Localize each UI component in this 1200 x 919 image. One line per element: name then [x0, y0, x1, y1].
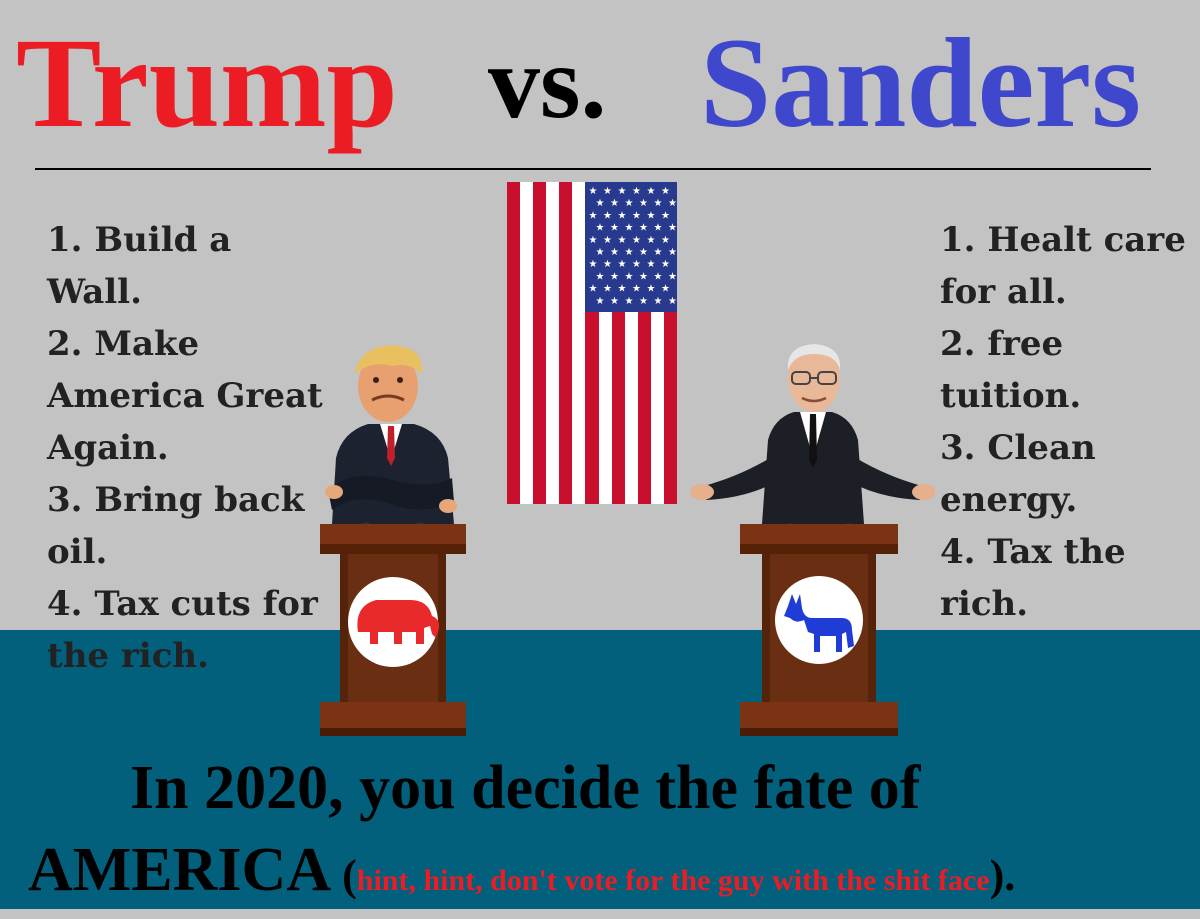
flag-star: ★: [589, 284, 598, 295]
flag-star: ★: [596, 223, 605, 234]
title-sanders: Sanders: [700, 12, 1141, 154]
flag-star: ★: [603, 259, 612, 270]
flag-star: ★: [625, 223, 634, 234]
flag-star: ★: [618, 186, 627, 197]
list-item: 1. Healt care for all.: [940, 220, 1186, 312]
flag-star: ★: [647, 186, 656, 197]
flag-star: ★: [596, 271, 605, 282]
background-floor: [0, 630, 1200, 909]
flag-star: ★: [647, 259, 656, 270]
trump-platform-list: 1. Build a Wall. 2. Make America Great A…: [47, 214, 337, 682]
flag-star: ★: [603, 284, 612, 295]
flag-star: ★: [661, 259, 670, 270]
flag-star: ★: [639, 198, 648, 209]
title-trump: Trump: [16, 12, 398, 154]
slogan-line-2: AMERICA (hint, hint, don't vote for the …: [28, 832, 1015, 919]
flag-star: ★: [610, 198, 619, 209]
list-item: 3. Clean energy.: [940, 428, 1096, 520]
flag-star: ★: [618, 259, 627, 270]
flag-star: ★: [654, 296, 663, 307]
slogan-hint: hint, hint, don't vote for the guy with …: [356, 864, 990, 897]
flag-star: ★: [654, 198, 663, 209]
flag-star: ★: [668, 223, 677, 234]
list-item: 2. Make America Great Again.: [47, 324, 323, 468]
flag-star: ★: [654, 247, 663, 258]
list-item: 4. Tax cuts for the rich.: [47, 584, 318, 676]
flag-star: ★: [639, 296, 648, 307]
flag-star: ★: [610, 247, 619, 258]
flag-star: ★: [661, 186, 670, 197]
flag-star: ★: [639, 271, 648, 282]
flag-star: ★: [625, 271, 634, 282]
flag-star: ★: [661, 284, 670, 295]
flag-star: ★: [654, 223, 663, 234]
flag-star: ★: [668, 296, 677, 307]
flag-star: ★: [603, 210, 612, 221]
slogan-america: AMERICA: [28, 836, 332, 904]
podium-republican: [320, 522, 466, 736]
slogan-open-paren: (: [331, 851, 357, 900]
flag-star: ★: [639, 223, 648, 234]
flag-star: ★: [639, 247, 648, 258]
slogan-line-1: In 2020, you decide the fate of: [130, 754, 921, 822]
flag-star: ★: [661, 210, 670, 221]
flag-star: ★: [610, 296, 619, 307]
flag-star: ★: [625, 198, 634, 209]
list-item: 4. Tax the rich.: [940, 532, 1126, 624]
flag-star: ★: [632, 210, 641, 221]
flag-star: ★: [625, 247, 634, 258]
flag-star: ★: [625, 296, 634, 307]
title-divider: [35, 168, 1151, 170]
flag-star: ★: [596, 247, 605, 258]
flag-star: ★: [610, 271, 619, 282]
flag-star: ★: [589, 259, 598, 270]
list-item: 2. free tuition.: [940, 324, 1082, 416]
flag-star: ★: [668, 247, 677, 258]
flag-star: ★: [589, 210, 598, 221]
trump-figure: [325, 345, 457, 524]
podium-democrat: [740, 523, 898, 736]
page-title: Trump vs. Sanders: [0, 8, 1200, 158]
list-item: 1. Build a Wall.: [47, 220, 232, 312]
flag-star: ★: [668, 198, 677, 209]
flag-star: ★: [589, 186, 598, 197]
flag-star: ★: [589, 235, 598, 246]
flag-star: ★: [668, 271, 677, 282]
flag-star: ★: [632, 235, 641, 246]
american-flag-icon: ★ ★ ★ ★ ★ ★★ ★ ★ ★ ★ ★★ ★ ★ ★ ★ ★★ ★ ★ ★ ★ ★★ ★ ★ ★ ★ ★★ ★ ★ ★ ★ ★★ ★ ★ ★…: [507, 182, 677, 504]
flag-star: ★: [647, 210, 656, 221]
flag-star: ★: [610, 223, 619, 234]
gop-elephant-icon: [357, 600, 440, 644]
title-vs: vs.: [488, 25, 607, 140]
flag-star: ★: [661, 235, 670, 246]
list-item: 3. Bring back oil.: [47, 480, 305, 572]
sanders-figure: [690, 344, 935, 524]
flag-star: ★: [632, 186, 641, 197]
flag-star: ★: [603, 186, 612, 197]
flag-star: ★: [618, 284, 627, 295]
flag-star: ★: [632, 284, 641, 295]
flag-star: ★: [647, 284, 656, 295]
flag-star: ★: [632, 259, 641, 270]
flag-star: ★: [596, 198, 605, 209]
dem-donkey-icon: [784, 594, 854, 652]
flag-star: ★: [618, 210, 627, 221]
sanders-platform-list: 1. Healt care for all. 2. free tuition. …: [940, 214, 1200, 630]
flag-star: ★: [603, 235, 612, 246]
slogan-close: ).: [989, 851, 1016, 900]
flag-star: ★: [618, 235, 627, 246]
flag-star: ★: [654, 271, 663, 282]
flag-star: ★: [647, 235, 656, 246]
flag-star: ★: [596, 296, 605, 307]
